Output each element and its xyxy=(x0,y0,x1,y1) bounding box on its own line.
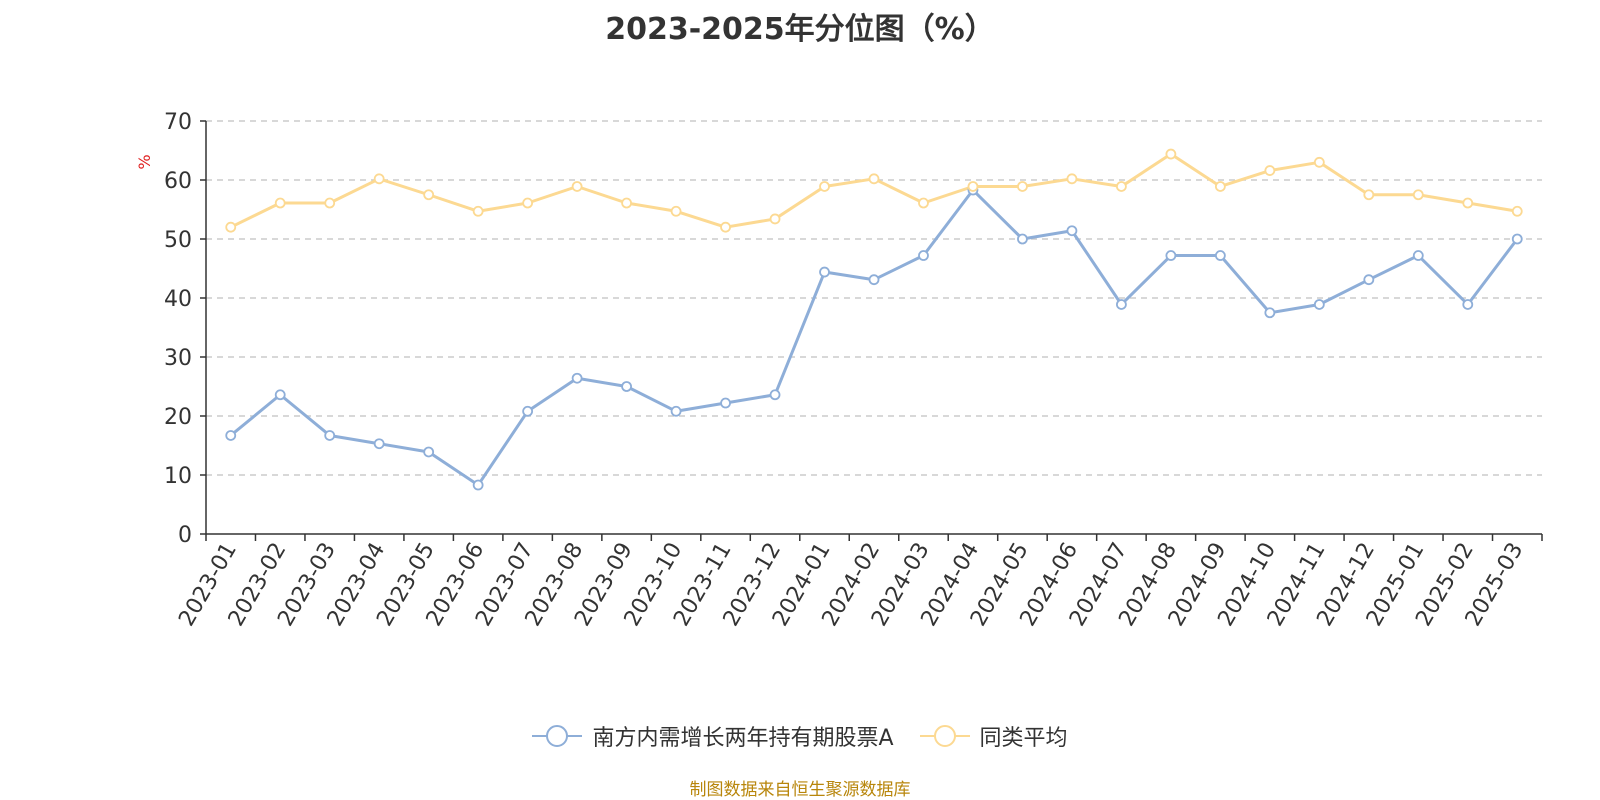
data-point-series-0 xyxy=(1511,233,1523,245)
data-point-series-1 xyxy=(1066,173,1078,185)
data-points xyxy=(225,148,1523,491)
legend-marker-fund xyxy=(532,725,583,747)
y-axis-label: % xyxy=(135,154,154,169)
data-point-series-0 xyxy=(1165,250,1177,261)
data-point-series-0 xyxy=(472,479,484,491)
data-point-series-1 xyxy=(967,181,979,192)
data-point-series-0 xyxy=(274,389,286,401)
legend-marker-peer-average xyxy=(919,725,970,747)
y-tick-label: 0 xyxy=(178,523,192,548)
data-point-series-1 xyxy=(670,205,682,217)
data-point-series-0 xyxy=(423,446,435,458)
data-point-series-1 xyxy=(423,189,435,201)
data-point-series-1 xyxy=(621,197,632,209)
data-point-series-0 xyxy=(819,266,830,278)
data-point-series-0 xyxy=(1412,250,1424,261)
data-point-series-1 xyxy=(1462,197,1474,209)
data-point-series-1 xyxy=(324,197,336,209)
y-tick-label: 40 xyxy=(164,287,192,312)
data-point-series-1 xyxy=(1412,189,1424,201)
data-point-series-1 xyxy=(918,197,929,209)
legend-label-fund: 南方内需增长两年持有期股票A xyxy=(592,726,894,751)
data-point-series-1 xyxy=(1264,165,1276,176)
data-point-series-1 xyxy=(1165,148,1177,160)
data-point-series-1 xyxy=(819,181,830,192)
data-point-series-1 xyxy=(1313,156,1325,168)
data-point-series-1 xyxy=(225,221,237,233)
data-point-series-1 xyxy=(769,213,781,225)
grid-lines xyxy=(206,120,1542,476)
axes: 010203040506070%2023-012023-022023-03202… xyxy=(135,110,1543,631)
data-point-series-0 xyxy=(324,430,336,441)
data-point-series-0 xyxy=(670,405,682,417)
y-tick-label: 70 xyxy=(164,110,192,135)
data-point-series-0 xyxy=(720,397,731,409)
data-point-series-0 xyxy=(769,389,781,401)
data-point-series-0 xyxy=(1363,274,1375,286)
data-point-series-0 xyxy=(1066,225,1078,237)
data-point-series-0 xyxy=(621,381,632,392)
data-point-series-0 xyxy=(1264,307,1276,319)
data-point-series-0 xyxy=(225,430,237,441)
data-point-series-0 xyxy=(1462,299,1474,310)
data-point-series-0 xyxy=(1313,299,1325,310)
data-point-series-1 xyxy=(1214,181,1226,192)
y-tick-label: 10 xyxy=(164,464,192,489)
data-point-series-1 xyxy=(522,197,534,209)
legend-label-peer-average: 同类平均 xyxy=(979,726,1068,751)
series-line-1 xyxy=(230,152,1518,229)
legend-item-peer-average[interactable]: 同类平均 xyxy=(919,720,1068,752)
y-tick-label: 20 xyxy=(164,405,192,430)
chart-title: 2023-2025年分位图（%） xyxy=(605,12,995,47)
data-point-series-1 xyxy=(1363,189,1375,201)
data-source-note: 制图数据来自恒生聚源数据库 xyxy=(689,780,911,800)
data-point-series-1 xyxy=(1116,181,1127,192)
series-line-0 xyxy=(229,188,1519,487)
data-point-series-1 xyxy=(720,221,731,233)
data-point-series-1 xyxy=(274,197,286,209)
data-point-series-0 xyxy=(522,405,534,417)
y-tick-label: 50 xyxy=(164,228,192,253)
y-tick-label: 60 xyxy=(164,169,192,194)
data-point-series-1 xyxy=(472,205,484,217)
data-point-series-0 xyxy=(868,274,880,286)
data-point-series-1 xyxy=(1511,205,1523,217)
data-point-series-1 xyxy=(868,173,880,185)
legend: 南方内需增长两年持有期股票A 同类平均 xyxy=(0,720,1600,752)
data-point-series-0 xyxy=(918,250,929,261)
data-point-series-0 xyxy=(1017,233,1028,245)
data-point-series-1 xyxy=(571,181,583,192)
y-tick-label: 30 xyxy=(164,346,192,371)
data-point-series-0 xyxy=(373,438,385,450)
data-point-series-0 xyxy=(571,372,583,384)
data-point-series-1 xyxy=(373,173,385,185)
data-point-series-1 xyxy=(1017,181,1028,192)
series-lines xyxy=(229,152,1519,487)
legend-item-fund[interactable]: 南方内需增长两年持有期股票A xyxy=(532,720,894,752)
data-point-series-0 xyxy=(1214,250,1226,261)
data-point-series-0 xyxy=(1116,299,1127,310)
